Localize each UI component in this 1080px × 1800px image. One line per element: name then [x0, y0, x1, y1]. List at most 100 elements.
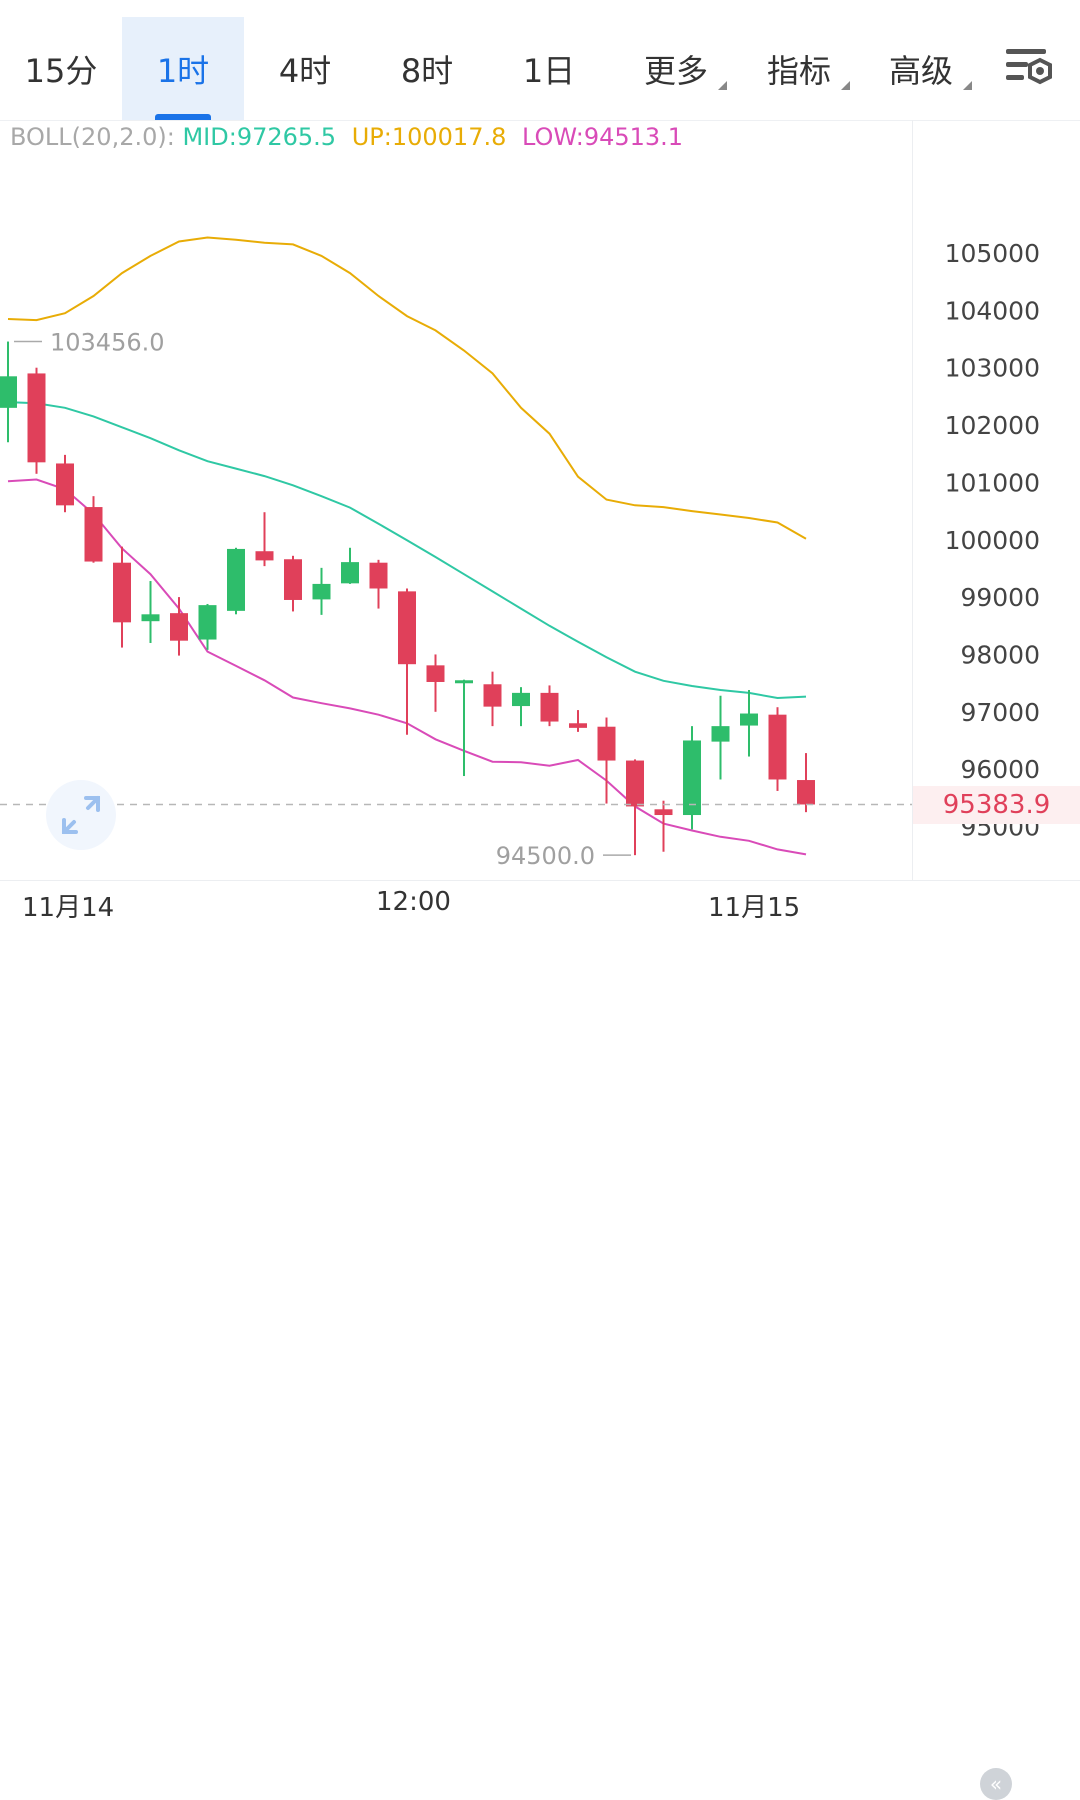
expand-chart-button[interactable] [46, 780, 116, 850]
time-label: 12:00 [376, 887, 451, 917]
candle [227, 547, 245, 615]
time-label: 11月15 [708, 893, 801, 923]
boll-mid-line [7, 401, 807, 700]
tab-15m[interactable]: 15分 [0, 17, 122, 120]
candle-body [255, 551, 274, 561]
candle [198, 603, 217, 650]
y-tick-label: 97000 [960, 698, 1040, 727]
candle [455, 679, 473, 777]
candle-body [683, 740, 701, 816]
candle [398, 588, 416, 735]
candle-body [113, 562, 131, 623]
chart-settings-icon[interactable] [1000, 44, 1058, 94]
boll-mid-value: MID:97265.5 [182, 123, 337, 151]
tab-label: 1日 [522, 51, 576, 90]
candle [56, 454, 74, 513]
candle [483, 671, 502, 727]
candle-body [56, 463, 74, 506]
boll-label: BOLL(20,2.0): [10, 123, 175, 151]
high-marker-label: 103456.0 [50, 329, 165, 357]
candle-body [0, 376, 17, 408]
candle [626, 759, 644, 856]
candle-body [597, 726, 616, 761]
y-tick-label: 98000 [960, 640, 1040, 669]
boll-up-value: UP:100017.8 [351, 123, 507, 151]
candle [312, 567, 331, 615]
low-marker-label: 94500.0 [496, 842, 595, 870]
candle [797, 753, 815, 813]
expand-icon [62, 796, 100, 834]
boll-legend: BOLL(20,2.0): MID:97265.5 UP:100017.8 LO… [10, 123, 691, 151]
candle-body [483, 684, 502, 707]
candle-body [455, 680, 473, 684]
tab-advanced[interactable]: 高级 [860, 17, 982, 120]
tab-label: 8时 [400, 51, 454, 90]
last-price-badge: 95383.9 [913, 786, 1080, 824]
candle [768, 707, 787, 791]
tab-8h[interactable]: 8时 [366, 17, 488, 120]
y-tick-label: 102000 [945, 411, 1040, 440]
boll-up-line [7, 236, 807, 540]
tab-indicators[interactable]: 指标 [738, 17, 860, 120]
candle-body [569, 723, 587, 728]
candle [27, 367, 46, 474]
tab-label: 高级 [888, 51, 953, 90]
candle [683, 726, 701, 830]
candle-body [369, 562, 388, 589]
time-label: 11月14 [22, 893, 115, 923]
tab-4h[interactable]: 4时 [244, 17, 366, 120]
candle-body [654, 809, 673, 816]
dropdown-caret-icon [963, 81, 972, 90]
timeframe-tabs: 15分 1时 4时 8时 1日 更多 指标 高级 [0, 0, 1080, 121]
candle-body [711, 726, 730, 742]
price-axis [912, 120, 1080, 880]
candle-body [170, 613, 188, 641]
candle-body [227, 548, 245, 611]
tab-label: 4时 [278, 51, 332, 90]
candle [170, 597, 188, 656]
candle [512, 687, 530, 727]
candle-body [626, 760, 644, 807]
candle [255, 512, 274, 567]
tab-label: 指标 [766, 51, 831, 90]
tab-1d[interactable]: 1日 [488, 17, 610, 120]
dropdown-caret-icon [718, 81, 727, 90]
candle-body [768, 714, 787, 780]
candle [711, 695, 730, 780]
y-tick-label: 99000 [960, 583, 1040, 612]
candle [569, 710, 587, 732]
candle-body [198, 605, 217, 640]
tab-more[interactable]: 更多 [615, 17, 737, 120]
y-tick-label: 100000 [945, 526, 1040, 555]
candle [369, 559, 388, 609]
candle-body [341, 562, 359, 584]
back-arrow-icon: « [989, 1772, 1003, 1796]
candle-body [141, 614, 160, 622]
candle [654, 800, 673, 852]
candle-body [398, 591, 416, 665]
candle-body [740, 713, 758, 726]
y-tick-label: 103000 [945, 354, 1040, 383]
candle [284, 555, 302, 612]
scroll-to-latest-button[interactable]: « [980, 1768, 1012, 1800]
candle [113, 546, 131, 648]
dropdown-caret-icon [841, 81, 850, 90]
y-tick-label: 104000 [945, 296, 1040, 325]
tab-label: 更多 [643, 51, 708, 90]
candle-body [540, 692, 559, 722]
candle [141, 581, 160, 643]
candle [341, 547, 359, 584]
candlestick-chart[interactable]: 105000 104000 103000 102000 101000 100000 9900… [0, 0, 1080, 926]
candle [84, 496, 103, 563]
tab-1h[interactable]: 1时 [122, 17, 244, 120]
candle [597, 717, 616, 804]
candle [426, 654, 445, 712]
y-tick-label: 105000 [945, 239, 1040, 268]
candle [740, 690, 758, 757]
candle-body [512, 692, 530, 707]
candle-body [426, 665, 445, 682]
y-tick-label: 101000 [945, 468, 1040, 497]
candle-body [312, 583, 331, 600]
y-tick-label: 96000 [960, 755, 1040, 784]
candle-body [27, 373, 46, 463]
